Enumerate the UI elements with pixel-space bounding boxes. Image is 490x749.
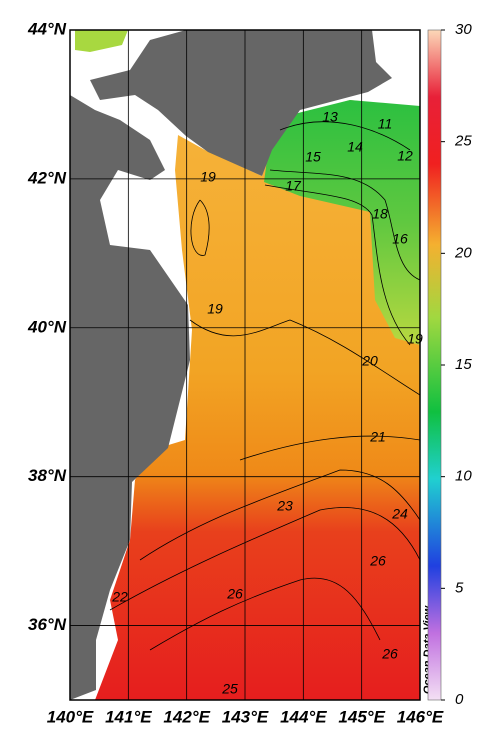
lon-tick-label: 140°E xyxy=(47,707,94,726)
contour-label: 19 xyxy=(207,301,223,317)
lat-tick-label: 40°N xyxy=(27,317,67,336)
contour-label: 17 xyxy=(285,178,302,194)
contour-line xyxy=(239,435,421,461)
contour-line xyxy=(264,184,411,346)
contour-label: 19 xyxy=(407,331,423,347)
contour-label: 19 xyxy=(200,169,216,185)
contour-label: 25 xyxy=(221,681,238,697)
contour-label: 20 xyxy=(361,353,378,369)
contour-line xyxy=(269,169,421,281)
contour-label: 14 xyxy=(347,139,363,155)
contour-label: 22 xyxy=(111,589,128,605)
colorbar-tick-label: 25 xyxy=(454,133,472,150)
map-frame xyxy=(69,29,421,701)
contour-line xyxy=(139,469,421,561)
lon-tick-label: 145°E xyxy=(338,707,385,726)
contour-label: 11 xyxy=(378,116,393,132)
lat-tick-label: 42°N xyxy=(27,168,67,187)
lat-tick-label: 38°N xyxy=(28,466,67,485)
contour-label: 24 xyxy=(391,506,408,522)
contour-line xyxy=(109,507,421,611)
colorbar-tick-label: 30 xyxy=(455,21,472,38)
contour-label: 26 xyxy=(369,553,386,569)
colorbar-tick-label: 5 xyxy=(455,579,464,596)
colorbar-tick-label: 15 xyxy=(455,356,472,373)
lon-tick-label: 144°E xyxy=(280,707,327,726)
land xyxy=(90,30,392,176)
contour-label: 13 xyxy=(322,109,338,125)
colorbar-tick-label: 10 xyxy=(455,468,472,485)
contour-label: 23 xyxy=(276,498,293,514)
contours xyxy=(109,121,421,651)
land xyxy=(70,95,190,700)
contour-label: 26 xyxy=(226,586,243,602)
lon-tick-label: 142°E xyxy=(163,707,210,726)
contour-line xyxy=(279,121,411,151)
sea-patch xyxy=(75,30,128,52)
lon-tick-label: 141°E xyxy=(105,707,152,726)
lat-tick-label: 36°N xyxy=(28,615,67,634)
contour-line xyxy=(189,319,421,396)
contour-label: 26 xyxy=(381,646,398,662)
lon-tick-label: 146°E xyxy=(397,707,444,726)
contour-label: 12 xyxy=(397,148,413,164)
contour-label: 21 xyxy=(369,429,386,445)
colorbar-tick-label: 20 xyxy=(454,244,472,261)
sea-field xyxy=(95,100,420,700)
contour-label: 18 xyxy=(372,206,388,222)
contour-label: 15 xyxy=(305,149,321,165)
colorbar-tick-label: 0 xyxy=(455,691,464,708)
colorbar xyxy=(427,29,442,701)
lat-tick-label: 44°N xyxy=(27,19,67,38)
contour-line xyxy=(190,199,210,256)
contour-label: 16 xyxy=(392,231,408,247)
lon-tick-label: 143°E xyxy=(222,707,269,726)
